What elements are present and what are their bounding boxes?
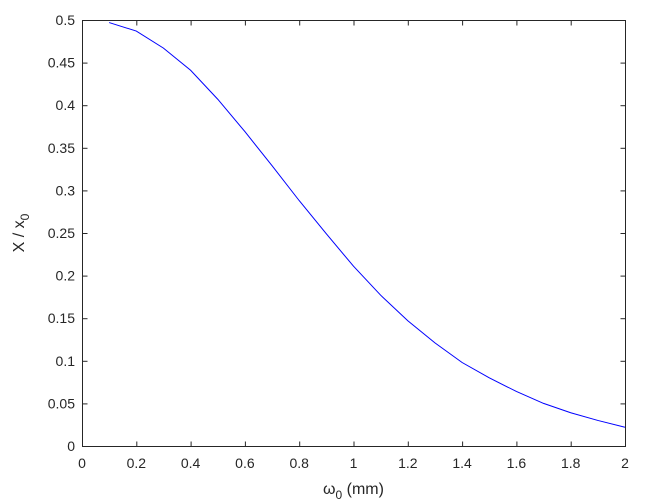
x-axis-label: ω0 (mm): [323, 481, 384, 502]
x-tick-label: 1: [350, 455, 358, 471]
x-tick-label: 2: [621, 455, 629, 471]
y-axis-label: X / x0: [11, 213, 32, 252]
series-line-0: [109, 22, 626, 428]
x-tick-label: 0.4: [181, 455, 201, 471]
y-tick-label: 0.15: [48, 310, 75, 326]
y-tick-label: 0.4: [56, 97, 76, 113]
x-tick-label: 1.6: [507, 455, 527, 471]
x-tick-label: 1.2: [398, 455, 418, 471]
y-tick-label: 0.2: [56, 268, 76, 284]
y-tick-label: 0.5: [56, 12, 76, 28]
y-tick-label: 0.25: [48, 225, 75, 241]
y-tick-label: 0: [67, 438, 75, 454]
y-tick-label: 0.05: [48, 395, 75, 411]
y-tick-label: 0.3: [56, 182, 76, 198]
y-tick-label: 0.45: [48, 55, 75, 71]
plot-area: [82, 20, 625, 446]
x-tick-label: 0: [78, 455, 86, 471]
x-tick-label: 1.8: [561, 455, 581, 471]
y-tick-label: 0.1: [56, 353, 76, 369]
x-tick-label: 0.2: [127, 455, 147, 471]
ticks-layer: 0 0.2 0.4 0.6 0.8 1 1.2 1.4 1.6 1.8 2 0 0.05 0.1 0.15 0…: [48, 12, 629, 471]
y-tick-label: 0.35: [48, 140, 75, 156]
series-layer: [109, 22, 626, 428]
x-tick-label: 1.4: [452, 455, 472, 471]
x-tick-label: 0.8: [289, 455, 309, 471]
x-tick-label: 0.6: [235, 455, 255, 471]
